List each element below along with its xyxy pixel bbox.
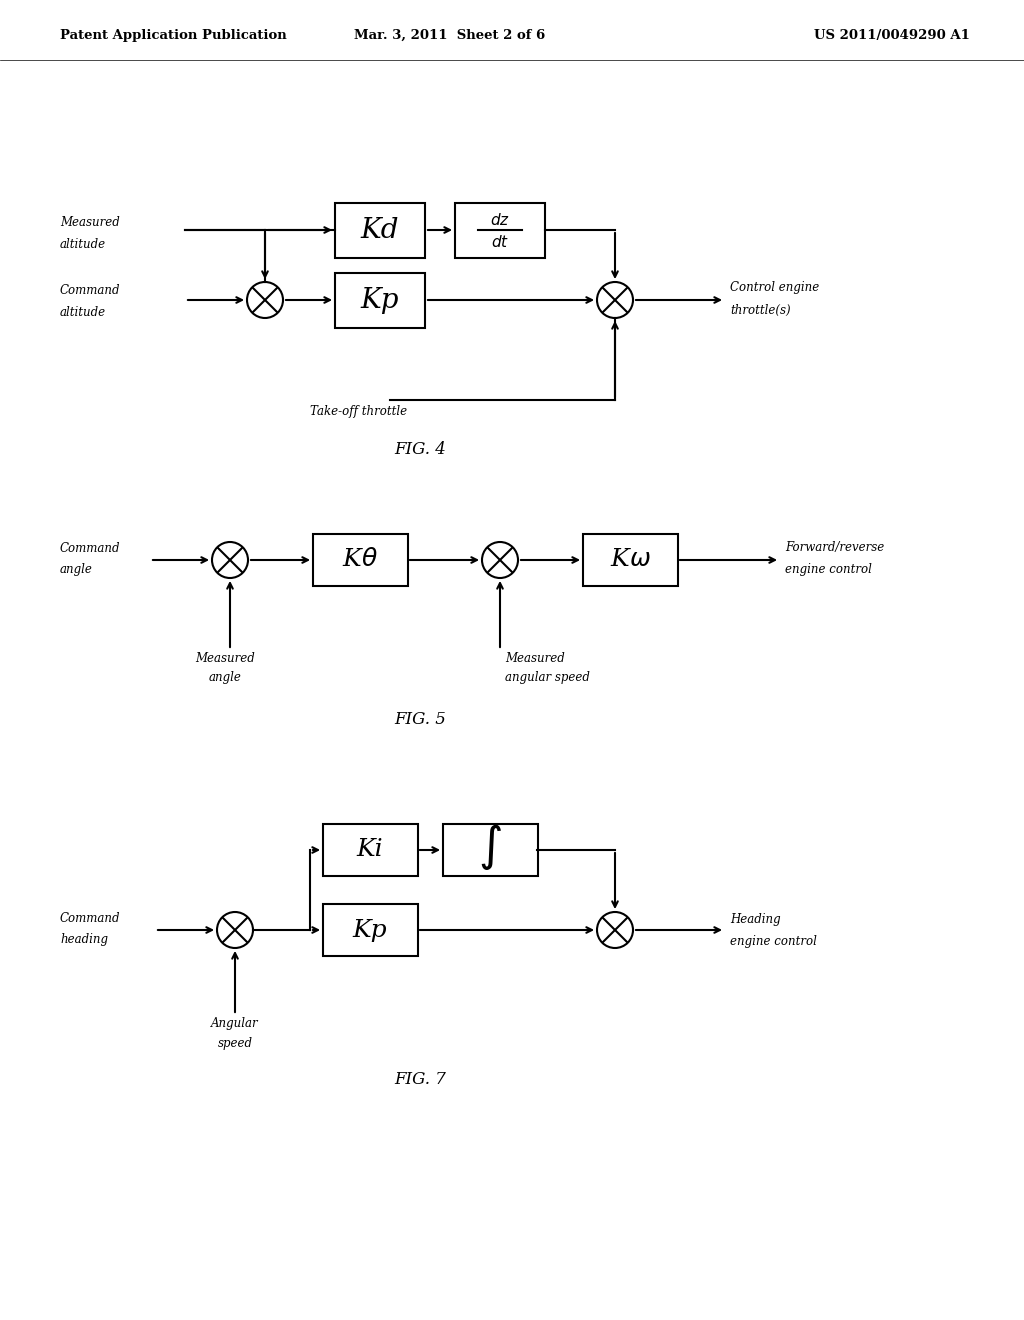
Text: FIG. 4: FIG. 4 (394, 441, 445, 458)
Text: FIG. 5: FIG. 5 (394, 711, 445, 729)
Text: K$\omega$: K$\omega$ (609, 549, 650, 572)
Text: $\int$: $\int$ (478, 822, 502, 873)
Text: Kp: Kp (352, 919, 387, 941)
Bar (335, 272, 425, 327)
Text: altitude: altitude (60, 238, 106, 251)
Bar (335, 202, 425, 257)
Text: Command: Command (60, 284, 121, 297)
Text: angular speed: angular speed (505, 672, 590, 685)
Circle shape (212, 543, 248, 578)
Text: Measured: Measured (196, 652, 255, 664)
Circle shape (597, 912, 633, 948)
Text: altitude: altitude (60, 305, 106, 318)
Text: $dt$: $dt$ (490, 234, 509, 249)
Bar (442, 824, 538, 876)
Text: Control engine: Control engine (730, 281, 819, 294)
Circle shape (597, 282, 633, 318)
Text: FIG. 7: FIG. 7 (394, 1072, 445, 1089)
Text: Command: Command (60, 912, 121, 924)
Text: angle: angle (60, 564, 93, 577)
Text: angle: angle (209, 672, 242, 685)
Text: Angular: Angular (211, 1016, 259, 1030)
Bar (312, 535, 408, 586)
Text: Patent Application Publication: Patent Application Publication (60, 29, 287, 41)
Text: Ki: Ki (356, 838, 383, 862)
Text: Kp: Kp (360, 286, 399, 314)
Text: heading: heading (60, 933, 108, 946)
Text: Mar. 3, 2011  Sheet 2 of 6: Mar. 3, 2011 Sheet 2 of 6 (354, 29, 546, 41)
Bar (323, 904, 418, 956)
Text: engine control: engine control (785, 564, 871, 577)
Circle shape (482, 543, 518, 578)
Text: Forward/reverse: Forward/reverse (785, 541, 885, 554)
Bar (583, 535, 678, 586)
Bar (323, 824, 418, 876)
Text: Measured: Measured (60, 215, 120, 228)
Text: Heading: Heading (730, 913, 780, 927)
Circle shape (247, 282, 283, 318)
Text: Take-off throttle: Take-off throttle (310, 405, 408, 418)
Text: engine control: engine control (730, 936, 817, 949)
Text: speed: speed (217, 1036, 253, 1049)
Text: Kd: Kd (360, 216, 399, 243)
Text: $dz$: $dz$ (490, 213, 510, 228)
Circle shape (217, 912, 253, 948)
Text: throttle(s): throttle(s) (730, 304, 791, 317)
Bar (455, 202, 545, 257)
Text: US 2011/0049290 A1: US 2011/0049290 A1 (814, 29, 970, 41)
Text: Measured: Measured (505, 652, 565, 664)
Text: Command: Command (60, 541, 121, 554)
Text: K$\theta$: K$\theta$ (342, 549, 378, 572)
